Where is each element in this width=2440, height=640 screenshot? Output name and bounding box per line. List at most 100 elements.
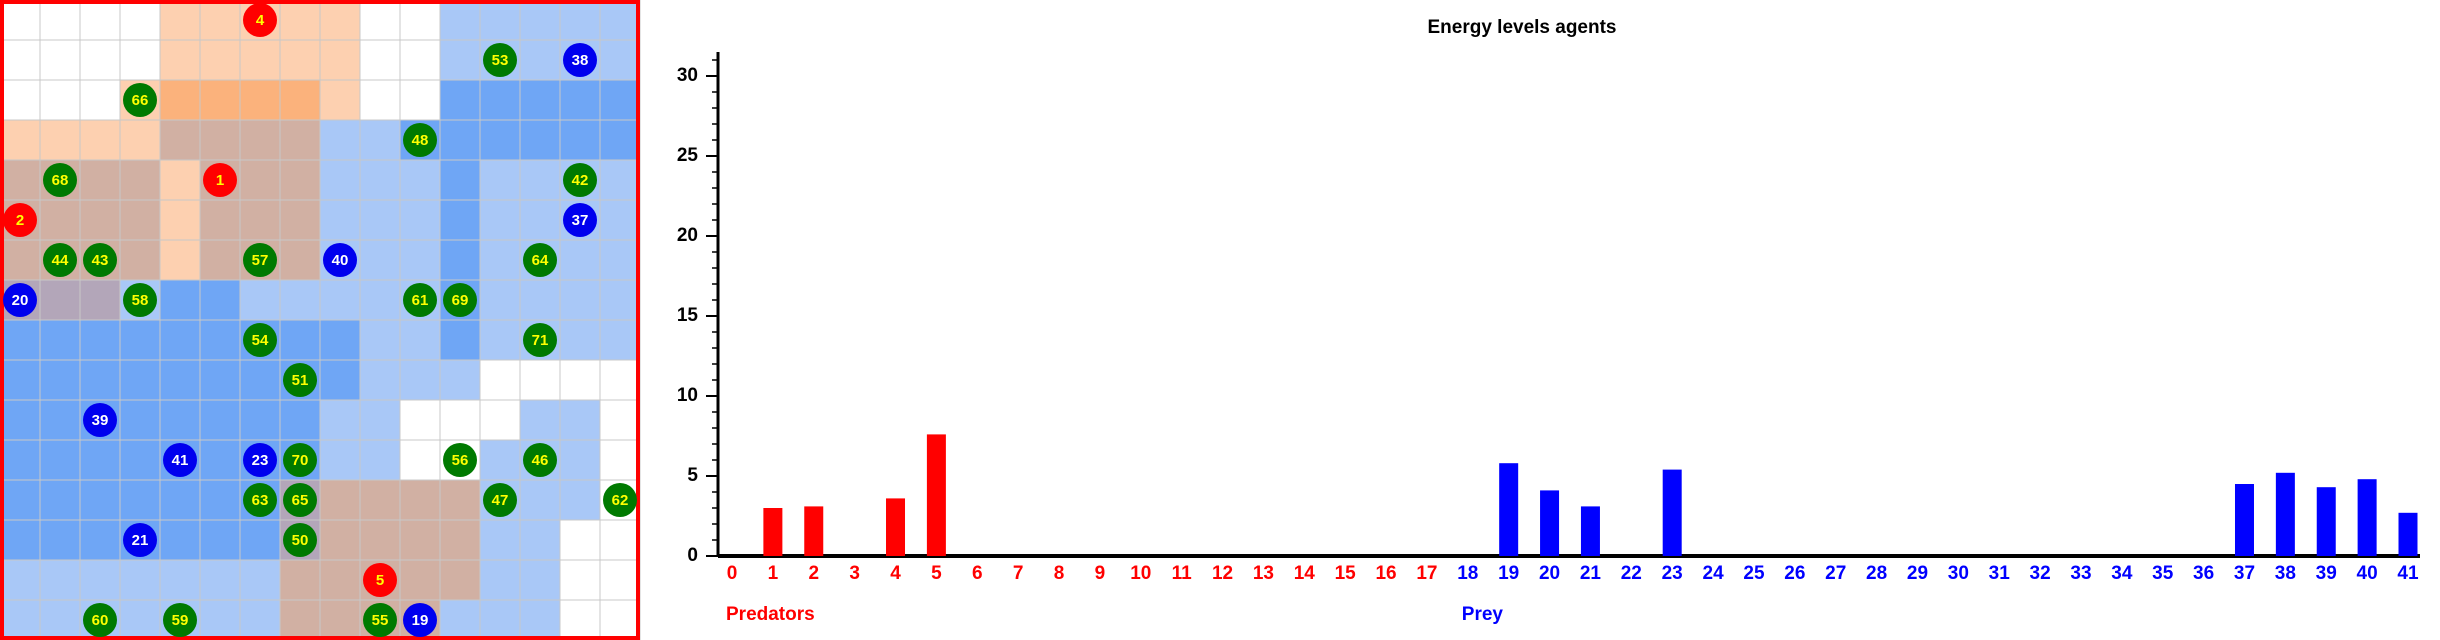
agent [403,283,437,317]
cell [79,479,121,521]
agent-id: 41 [172,452,189,469]
agent-id: 40 [332,252,349,269]
cell [79,359,121,401]
cell [39,39,81,81]
cell [0,399,41,441]
cell [439,79,481,121]
agent-id: 63 [252,492,269,509]
cell [199,439,241,481]
cell [39,519,81,561]
cell [119,439,161,481]
cell [359,359,401,401]
cell [39,599,81,640]
cell [479,119,521,161]
cell [399,239,441,281]
cell [119,359,161,401]
agent-id: 62 [612,492,629,509]
cell [479,399,521,441]
cell [159,279,201,321]
x-tick-label: 30 [1948,563,1969,584]
x-tick-label: 0 [727,563,738,584]
agent [243,323,277,357]
cell [159,239,201,281]
agent [83,243,117,277]
cell [399,79,441,121]
cell [359,439,401,481]
cell [159,119,201,161]
cell [279,319,321,361]
cell [199,319,241,361]
x-tick-label: 14 [1294,563,1316,584]
cell [559,559,601,601]
cell [39,359,81,401]
agent-id: 51 [292,372,309,389]
cell [359,199,401,241]
cell [119,119,161,161]
cell [439,119,481,161]
cell [199,119,241,161]
cell [399,159,441,201]
agent-id: 39 [92,412,109,429]
cell [39,199,81,241]
x-tick-label: 38 [2275,563,2296,584]
cell [159,559,201,601]
legend-label: Prey [1462,604,1504,625]
agent [43,243,77,277]
cell [79,119,121,161]
x-tick-label: 20 [1539,563,1560,584]
cell [519,119,561,161]
cell [399,359,441,401]
cell [159,0,201,41]
cell [0,159,41,201]
cell [439,599,481,640]
agent [363,563,397,597]
agent [363,603,397,637]
cell [599,119,641,161]
cell [279,159,321,201]
cell [359,79,401,121]
cell [239,79,281,121]
cell [119,159,161,201]
agent [283,363,317,397]
cell [159,319,201,361]
agent [3,283,37,317]
cell [39,319,81,361]
agent [603,483,637,517]
x-tick-label: 16 [1375,563,1396,584]
agent-id: 54 [252,332,269,349]
cell [39,439,81,481]
agent [323,243,357,277]
cell [159,39,201,81]
agent-id: 65 [292,492,309,509]
cell [319,559,361,601]
cell [559,399,601,441]
bar [2234,484,2254,556]
y-tick-label: 10 [677,385,698,406]
cell [119,199,161,241]
agent [123,83,157,117]
x-tick-label: 6 [972,563,983,584]
cell [319,479,361,521]
agent-id: 48 [412,132,429,149]
y-tick-label: 0 [687,545,698,566]
agent [403,123,437,157]
cell [599,0,641,41]
cell [0,239,41,281]
cell [199,559,241,601]
cell [559,479,601,521]
cell [239,119,281,161]
agent-id: 57 [252,252,269,269]
cell [279,599,321,640]
agent-id: 56 [452,452,469,469]
cell [239,199,281,241]
cell [439,479,481,521]
cell [599,159,641,201]
cell [319,79,361,121]
agent [123,283,157,317]
x-tick-label: 40 [2357,563,2378,584]
cell [479,0,521,41]
cell [319,119,361,161]
cell [519,559,561,601]
cell [279,399,321,441]
cell [599,239,641,281]
